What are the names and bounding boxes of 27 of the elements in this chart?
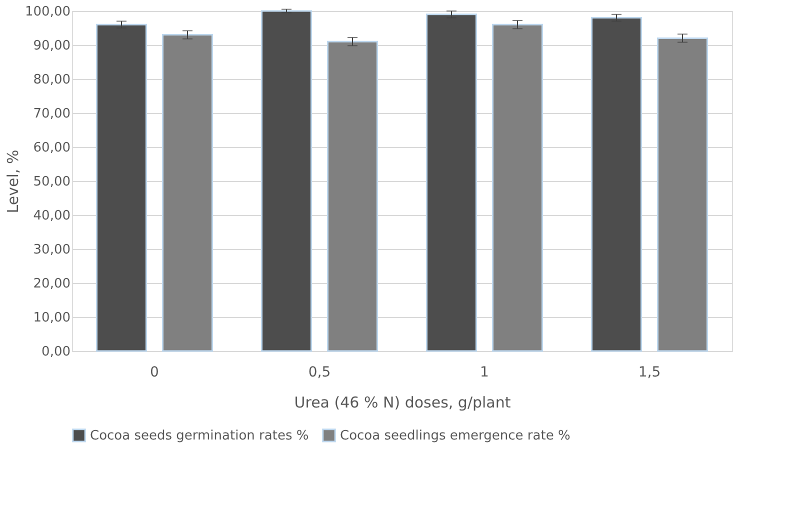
y-tick-label: 90,00 (33, 38, 70, 54)
y-axis-title: Level, % (4, 150, 22, 214)
y-tick-label: 20,00 (33, 276, 70, 292)
y-tick-label: 50,00 (33, 174, 70, 190)
y-tick-label: 60,00 (33, 140, 70, 156)
bar (591, 17, 642, 352)
x-tick-label: 1 (480, 364, 489, 380)
bar (261, 10, 312, 352)
bar (657, 37, 708, 352)
legend-label: Cocoa seedlings emergence rate % (340, 428, 570, 444)
y-tick-label: 70,00 (33, 106, 70, 122)
y-tick-label: 0,00 (42, 344, 70, 360)
y-tick-label: 40,00 (33, 208, 70, 224)
bar (96, 24, 147, 352)
bar (327, 40, 378, 352)
y-tick-label: 10,00 (33, 310, 70, 326)
legend-label: Cocoa seeds germination rates % (90, 428, 309, 444)
bar (162, 34, 213, 352)
y-tick-label: 100,00 (25, 4, 70, 20)
x-axis-title: Urea (46 % N) doses, g/plant (294, 394, 511, 412)
y-tick-label: 30,00 (33, 242, 70, 258)
bar (426, 14, 477, 352)
bar (492, 24, 543, 352)
x-tick-label: 0,5 (308, 364, 331, 380)
x-tick-label: 0 (150, 364, 159, 380)
y-tick-label: 80,00 (33, 72, 70, 88)
x-tick-label: 1,5 (638, 364, 661, 380)
